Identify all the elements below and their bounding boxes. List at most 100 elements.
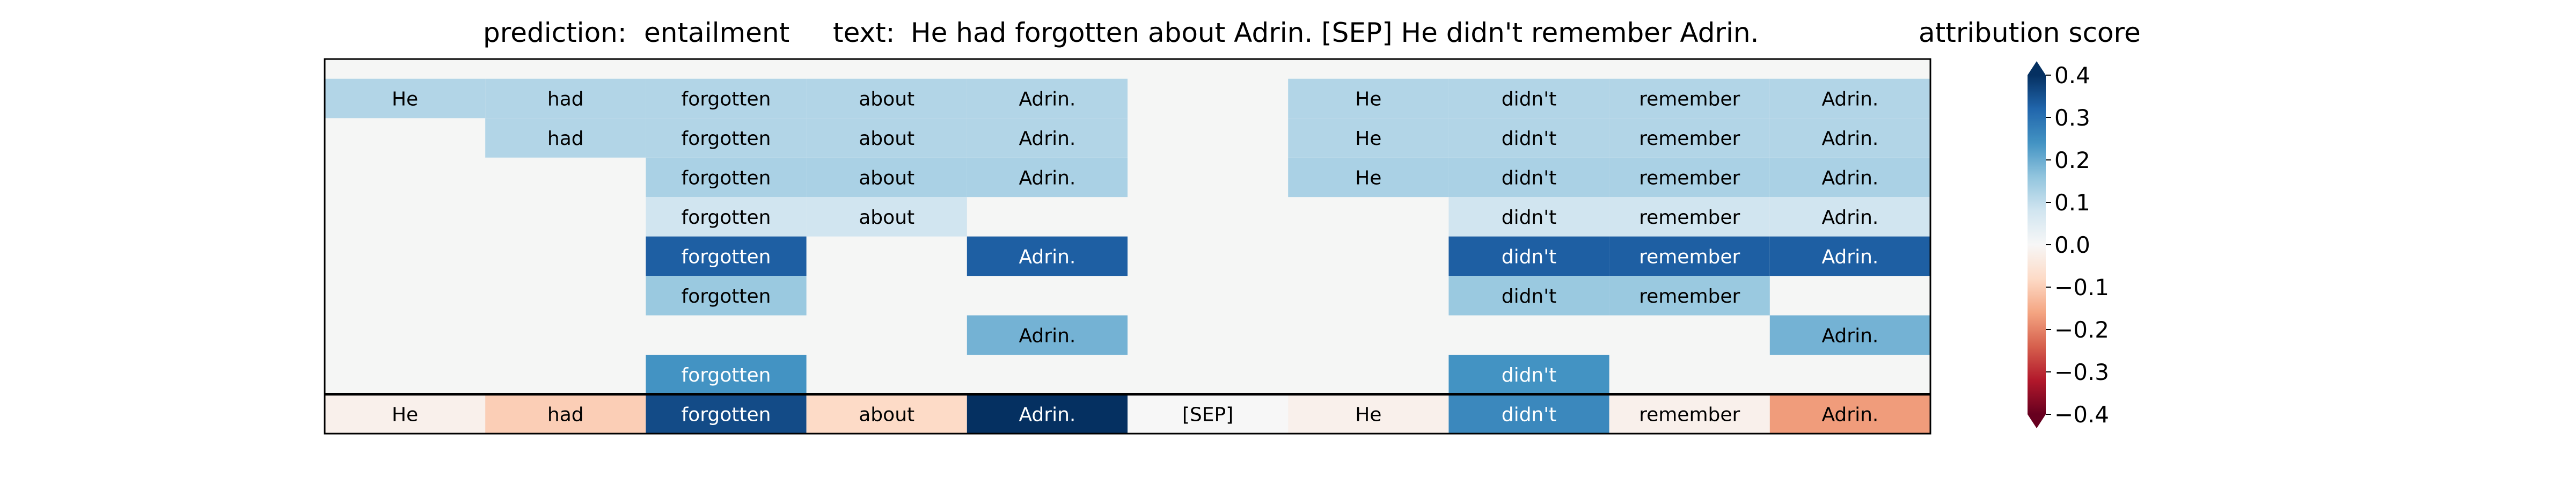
cell-token-label: He — [1355, 167, 1381, 189]
cell-fill — [1769, 118, 1930, 158]
colorbar-tick: −0.4 — [2046, 401, 2109, 428]
cell-fill — [1448, 197, 1609, 237]
attribution-cell: Adrin. — [1769, 157, 1930, 197]
attribution-cell: forgotten — [646, 276, 807, 316]
cell-token-label: remember — [1639, 88, 1740, 110]
attribution-cell: Adrin. — [1769, 78, 1930, 119]
colorbar-tick-label: −0.4 — [2054, 401, 2109, 428]
cell-token-label: about — [859, 404, 914, 426]
cell-token-label: Adrin. — [1821, 167, 1878, 189]
attribution-cell: Adrin. — [1769, 118, 1930, 158]
cell-fill — [806, 394, 967, 434]
cell-token-label: remember — [1639, 128, 1740, 150]
colorbar-tick-label: −0.3 — [2054, 359, 2109, 385]
colorbar-extend-min — [2028, 414, 2046, 428]
cell-token-label: forgotten — [682, 167, 771, 189]
cell-token-label: forgotten — [682, 286, 771, 308]
attribution-cell: remember — [1609, 157, 1770, 197]
cell-fill — [646, 394, 807, 434]
cell-token-label: didn't — [1502, 286, 1557, 308]
colorbar-tick-label: 0.4 — [2054, 62, 2090, 89]
cell-fill — [967, 394, 1128, 434]
attribution-cell: remember — [1609, 118, 1770, 158]
attribution-cell: about — [806, 78, 967, 119]
cell-token-label: Adrin. — [1019, 404, 1075, 426]
cell-token-label: had — [547, 88, 584, 110]
attribution-cell: didn't — [1448, 157, 1609, 197]
cell-fill — [1769, 315, 1930, 355]
cell-token-label: about — [859, 207, 914, 229]
attribution-cell: about — [806, 197, 967, 237]
token-score-cell: forgotten — [646, 394, 807, 434]
cell-fill — [646, 355, 807, 394]
cell-token-label: remember — [1639, 286, 1740, 308]
attribution-cell: remember — [1609, 276, 1770, 316]
cell-fill — [1609, 276, 1770, 316]
attribution-cell: forgotten — [646, 236, 807, 276]
cell-token-label: didn't — [1502, 404, 1557, 426]
cell-fill — [646, 78, 807, 119]
cell-token-label: Adrin. — [1821, 88, 1878, 110]
colorbar-tick: −0.1 — [2046, 274, 2109, 301]
token-score-cell: about — [806, 394, 967, 434]
cell-fill — [806, 118, 967, 158]
cell-fill — [1609, 78, 1770, 119]
attribution-cell: didn't — [1448, 197, 1609, 237]
cell-fill — [646, 197, 807, 237]
cell-token-label: remember — [1639, 167, 1740, 189]
colorbar-tick: −0.2 — [2046, 317, 2109, 343]
attribution-cell: forgotten — [646, 78, 807, 119]
cell-fill — [1609, 118, 1770, 158]
cell-fill — [1609, 197, 1770, 237]
colorbar-tick-label: −0.2 — [2054, 317, 2109, 343]
token-score-cell: had — [485, 394, 646, 434]
cell-fill — [967, 315, 1128, 355]
attribution-cell: He — [1288, 157, 1449, 197]
cell-fill — [646, 118, 807, 158]
colorbar-tick: 0.3 — [2046, 105, 2090, 131]
colorbar-tick-label: 0.3 — [2054, 105, 2090, 131]
colorbar-title: attribution score — [1919, 17, 2141, 48]
cell-fill — [806, 157, 967, 197]
cell-token-label: Adrin. — [1821, 207, 1878, 229]
cell-token-label: didn't — [1502, 246, 1557, 268]
cell-token-label: He — [1355, 404, 1381, 426]
attribution-cell: didn't — [1448, 236, 1609, 276]
colorbar-tick: 0.2 — [2046, 147, 2090, 173]
attribution-cell: forgotten — [646, 197, 807, 237]
cell-fill — [1448, 355, 1609, 394]
prediction-label: prediction: — [483, 17, 627, 48]
cell-token-label: Adrin. — [1019, 128, 1075, 150]
cell-fill — [806, 78, 967, 119]
attribution-cell: didn't — [1448, 78, 1609, 119]
cell-token-label: He — [1355, 128, 1381, 150]
cell-token-label: forgotten — [682, 364, 771, 386]
token-score-cell: didn't — [1448, 394, 1609, 434]
cell-token-label: didn't — [1502, 128, 1557, 150]
cell-fill — [1288, 394, 1449, 434]
cell-fill — [1609, 157, 1770, 197]
cell-token-label: had — [547, 404, 584, 426]
cell-token-label: forgotten — [682, 207, 771, 229]
attribution-cell: forgotten — [646, 157, 807, 197]
cell-fill — [1769, 394, 1930, 434]
cell-token-label: didn't — [1502, 364, 1557, 386]
cell-token-label: remember — [1639, 404, 1740, 426]
attribution-cell: had — [485, 118, 646, 158]
cell-fill — [1448, 78, 1609, 119]
cell-token-label: Adrin. — [1821, 325, 1878, 347]
cell-fill — [1609, 236, 1770, 276]
cell-fill — [1769, 236, 1930, 276]
colorbar-tick: −0.3 — [2046, 359, 2109, 385]
token-score-cell: Adrin. — [1769, 394, 1930, 434]
attribution-cell: Adrin. — [967, 118, 1128, 158]
cell-token-label: Adrin. — [1019, 88, 1075, 110]
colorbar: 0.4 0.3 0.2 0.1 0.0 −0.1 −0.2 −0.3 −0.4 — [2028, 61, 2109, 428]
colorbar-tick-label: 0.1 — [2054, 189, 2090, 216]
cell-fill — [1769, 78, 1930, 119]
colorbar-tick-label: −0.1 — [2054, 274, 2109, 301]
cell-fill — [1448, 118, 1609, 158]
cell-token-label: forgotten — [682, 128, 771, 150]
attribution-cell: Adrin. — [967, 315, 1128, 355]
